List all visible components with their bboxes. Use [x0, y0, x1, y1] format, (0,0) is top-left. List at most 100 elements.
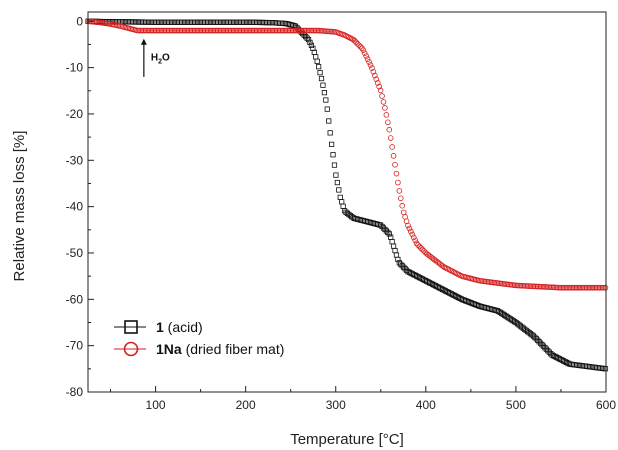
data-point-square: [222, 19, 228, 25]
data-point-square: [543, 346, 549, 352]
data-point-square: [385, 229, 391, 235]
data-point-square: [334, 179, 340, 186]
data-point-square: [205, 19, 211, 25]
data-point-circle: [415, 242, 421, 248]
data-point-square: [213, 19, 219, 25]
data-point-square: [304, 35, 310, 41]
data-point-circle: [366, 59, 372, 65]
data-point-square: [212, 19, 218, 25]
data-point-square: [331, 162, 338, 168]
data-point-circle: [356, 42, 362, 48]
x-axis-label: Temperature [°C]: [290, 431, 404, 448]
data-point-square: [183, 19, 189, 25]
data-point-circle: [383, 112, 390, 118]
data-point-square: [317, 70, 323, 76]
y-tick-label: -70: [66, 339, 84, 353]
data-point-square: [156, 19, 162, 25]
data-point-square: [119, 19, 126, 25]
data-point-square: [545, 348, 551, 354]
x-tick-label: 200: [236, 398, 256, 412]
data-point-square: [200, 19, 206, 25]
data-point-square: [180, 19, 186, 25]
data-point-circle: [361, 50, 368, 56]
data-point-square: [307, 39, 313, 46]
data-point-square: [386, 231, 392, 237]
legend-item-na: 1Na (dried fiber mat): [114, 341, 284, 357]
data-point-square: [181, 19, 188, 25]
data-point-circle: [376, 83, 382, 90]
legend-item-acid: 1 (acid): [114, 319, 203, 335]
data-point-square: [236, 19, 242, 25]
data-point-circle: [373, 76, 380, 82]
data-point-square: [533, 336, 539, 342]
data-point-square: [225, 19, 231, 25]
data-point-square: [184, 19, 191, 25]
data-point-square: [399, 263, 405, 269]
data-point-square: [388, 234, 394, 240]
data-point-square: [535, 337, 541, 343]
data-point-square: [324, 106, 330, 112]
data-point-square: [135, 19, 142, 25]
data-point-square: [144, 19, 150, 25]
data-point-square: [251, 19, 257, 25]
y-tick-label: -10: [66, 61, 84, 75]
data-point-square: [245, 19, 251, 25]
data-point-square: [382, 226, 388, 233]
data-point-circle: [382, 105, 388, 111]
x-tick-label: 400: [416, 398, 436, 412]
data-point-square: [318, 75, 325, 82]
data-point-circle: [439, 263, 446, 269]
data-point-square: [402, 266, 408, 272]
data-point-square: [239, 19, 245, 25]
data-point-square: [326, 118, 332, 124]
data-point-square: [130, 19, 136, 25]
plot-frame: [87, 11, 607, 393]
data-point-circle: [418, 245, 424, 251]
data-point-square: [235, 19, 241, 25]
data-point-circle: [396, 188, 403, 194]
y-axis-label: Relative mass loss [%]: [11, 131, 28, 282]
legend-suffix-acid: (acid): [164, 319, 203, 335]
data-point-square: [532, 334, 538, 340]
data-point-square: [264, 19, 270, 26]
data-point-square: [274, 20, 280, 26]
data-point-circle: [367, 62, 374, 68]
data-point-circle: [408, 228, 414, 235]
data-point-circle: [372, 72, 378, 79]
data-point-circle: [364, 56, 371, 62]
y-tick-label: -80: [66, 385, 84, 399]
data-point-square: [539, 342, 545, 348]
data-point-square: [192, 19, 198, 25]
data-point-square: [271, 20, 277, 26]
data-point-square: [228, 19, 234, 25]
data-point-circle: [353, 39, 359, 46]
data-point-square: [330, 152, 336, 158]
data-point-square: [341, 208, 348, 214]
data-point-square: [179, 19, 185, 25]
data-point-square: [265, 19, 271, 26]
data-point-square: [164, 19, 170, 25]
data-point-circle: [419, 246, 426, 253]
data-layer: [85, 18, 609, 372]
data-point-square: [339, 199, 345, 205]
data-point-square: [158, 19, 165, 25]
data-point-square: [124, 19, 130, 25]
y-tick-label: -30: [66, 153, 84, 167]
data-point-square: [249, 19, 255, 25]
data-point-square: [151, 19, 157, 25]
data-point-square: [272, 20, 278, 26]
data-point-square: [138, 19, 144, 25]
annotation-subscript: 2: [158, 58, 162, 65]
data-point-square: [401, 264, 407, 270]
data-point-square: [267, 20, 273, 26]
data-point-circle: [363, 53, 369, 59]
data-point-circle: [602, 284, 609, 291]
data-point-square: [268, 20, 274, 26]
data-point-square: [255, 19, 261, 26]
data-point-square: [303, 34, 309, 40]
water-annotation: H2O: [140, 38, 170, 77]
data-point-square: [390, 243, 397, 249]
data-point-square: [248, 19, 254, 25]
data-point-square: [134, 19, 140, 25]
data-point-square: [143, 19, 149, 25]
